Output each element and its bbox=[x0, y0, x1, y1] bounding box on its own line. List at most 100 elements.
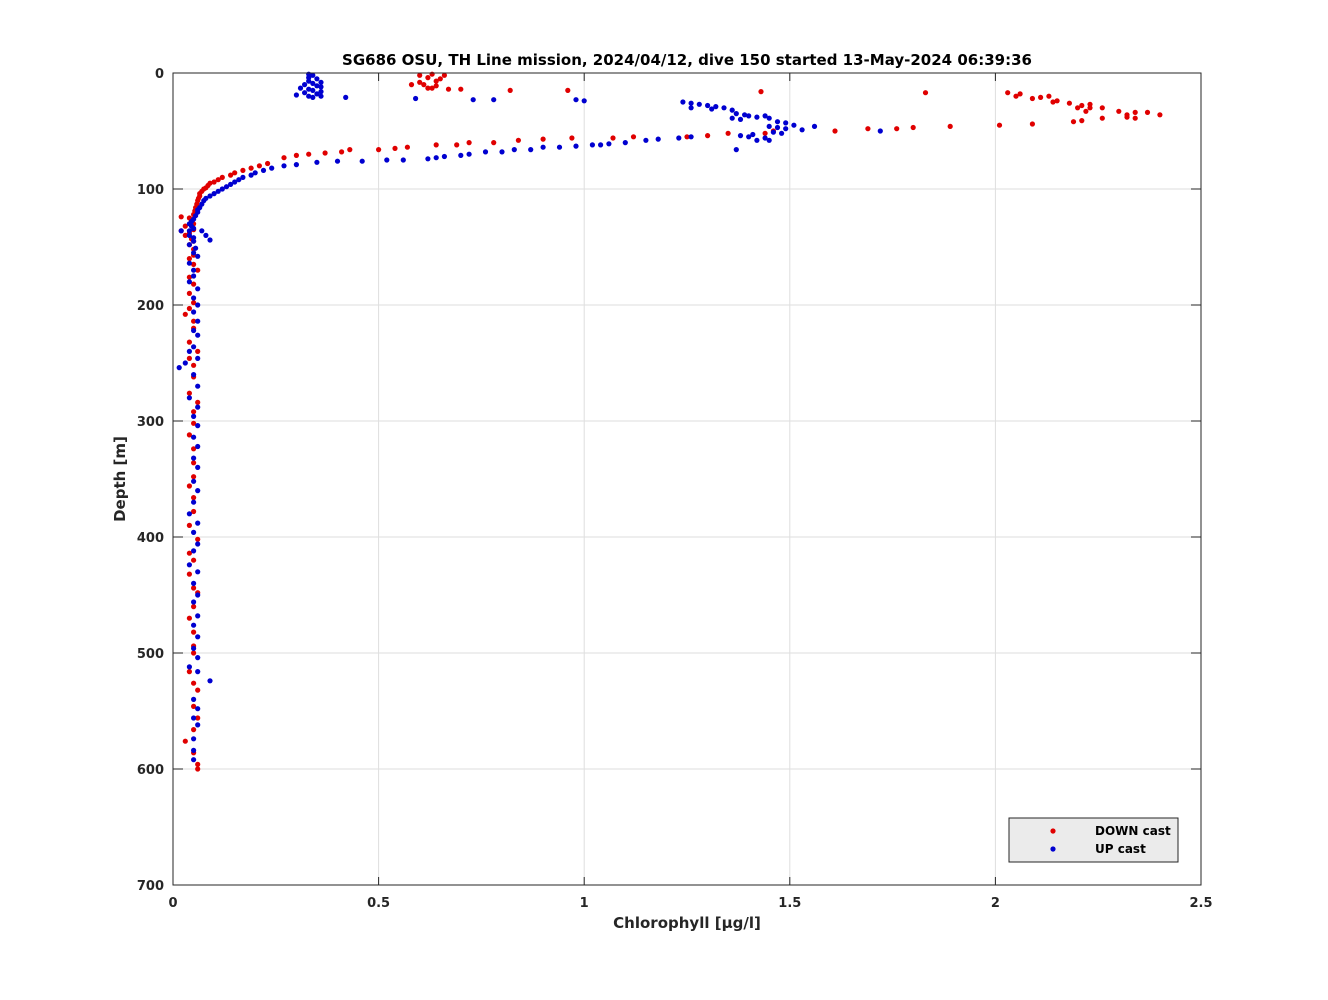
data-point bbox=[540, 136, 546, 142]
data-point bbox=[429, 85, 435, 91]
data-point bbox=[458, 152, 464, 158]
data-point bbox=[458, 86, 464, 92]
data-point bbox=[195, 464, 201, 470]
data-point bbox=[470, 97, 476, 103]
x-tick-label: 2 bbox=[991, 896, 1000, 911]
data-point bbox=[314, 91, 320, 97]
data-point bbox=[1132, 115, 1138, 121]
data-point bbox=[404, 144, 410, 150]
data-point bbox=[207, 237, 213, 243]
data-point bbox=[770, 129, 777, 135]
data-point bbox=[191, 420, 197, 426]
y-tick-label: 400 bbox=[137, 531, 164, 546]
data-point bbox=[191, 460, 197, 466]
data-point bbox=[733, 147, 739, 153]
data-point bbox=[195, 488, 201, 494]
data-point bbox=[211, 191, 217, 197]
data-point bbox=[182, 232, 188, 238]
data-point bbox=[191, 446, 197, 452]
data-point bbox=[195, 443, 201, 450]
data-point bbox=[491, 140, 497, 146]
data-point bbox=[302, 90, 308, 96]
data-point bbox=[186, 256, 192, 262]
data-point bbox=[186, 274, 192, 280]
data-point bbox=[314, 159, 320, 165]
data-point bbox=[433, 83, 439, 89]
data-point bbox=[232, 170, 238, 176]
data-point bbox=[556, 144, 563, 150]
data-point bbox=[248, 165, 254, 171]
data-point bbox=[729, 107, 735, 113]
data-point bbox=[454, 142, 460, 148]
data-point bbox=[314, 83, 320, 89]
data-point bbox=[445, 86, 452, 92]
axis-ticks: 0 0.5 1 1.5 2 2.5 0 100 200 300 400 500 600 700 bbox=[137, 67, 1213, 911]
data-point bbox=[392, 145, 398, 151]
data-point bbox=[754, 137, 760, 143]
data-point bbox=[186, 348, 192, 354]
data-point bbox=[191, 703, 197, 710]
data-point bbox=[191, 747, 197, 754]
data-point bbox=[433, 142, 439, 148]
data-point bbox=[186, 305, 192, 312]
y-tick-label: 200 bbox=[137, 299, 164, 314]
data-point bbox=[195, 404, 201, 410]
data-point bbox=[211, 179, 217, 185]
data-point bbox=[589, 142, 596, 148]
data-point bbox=[207, 678, 213, 684]
plot-area bbox=[173, 73, 1201, 885]
data-point bbox=[191, 295, 197, 301]
data-point bbox=[195, 655, 201, 661]
data-point bbox=[195, 253, 201, 259]
data-point bbox=[630, 134, 637, 140]
data-point bbox=[766, 137, 772, 143]
data-point bbox=[762, 135, 768, 141]
data-point bbox=[191, 645, 197, 652]
data-point bbox=[339, 149, 345, 155]
y-axis-label: Depth [m] bbox=[111, 436, 129, 522]
data-point bbox=[1066, 100, 1072, 106]
data-point bbox=[182, 360, 188, 366]
data-point bbox=[306, 86, 312, 92]
data-point bbox=[606, 141, 612, 147]
data-point bbox=[1087, 105, 1093, 111]
legend-label-up: UP cast bbox=[1095, 842, 1146, 856]
data-point bbox=[733, 111, 739, 117]
data-point bbox=[1070, 119, 1077, 125]
data-point bbox=[1079, 102, 1085, 109]
data-point bbox=[705, 133, 711, 139]
data-point bbox=[203, 232, 209, 238]
data-point bbox=[598, 142, 604, 148]
data-point bbox=[195, 613, 201, 619]
data-point bbox=[195, 520, 201, 526]
data-point bbox=[676, 135, 682, 141]
data-point bbox=[643, 137, 649, 143]
data-point bbox=[195, 399, 201, 405]
data-point bbox=[433, 78, 439, 84]
data-point bbox=[779, 130, 785, 136]
data-point bbox=[1124, 112, 1130, 118]
data-point bbox=[195, 541, 201, 547]
data-point bbox=[252, 170, 258, 176]
data-point bbox=[758, 89, 764, 95]
data-point bbox=[186, 615, 192, 621]
data-point bbox=[191, 650, 197, 656]
data-point bbox=[195, 634, 201, 640]
data-point bbox=[310, 80, 316, 86]
data-point bbox=[746, 113, 752, 119]
grid-lines bbox=[173, 73, 1201, 885]
data-point bbox=[622, 140, 628, 146]
data-point bbox=[219, 186, 225, 192]
data-point bbox=[293, 152, 299, 158]
data-point bbox=[186, 339, 192, 345]
data-point bbox=[1157, 112, 1163, 118]
data-point bbox=[750, 131, 756, 138]
data-point bbox=[491, 97, 497, 103]
data-point bbox=[318, 93, 324, 99]
data-points bbox=[176, 71, 1163, 772]
data-point bbox=[195, 355, 201, 361]
data-point bbox=[318, 84, 324, 90]
data-point bbox=[783, 126, 789, 132]
data-point bbox=[191, 757, 197, 763]
data-point bbox=[400, 157, 406, 163]
